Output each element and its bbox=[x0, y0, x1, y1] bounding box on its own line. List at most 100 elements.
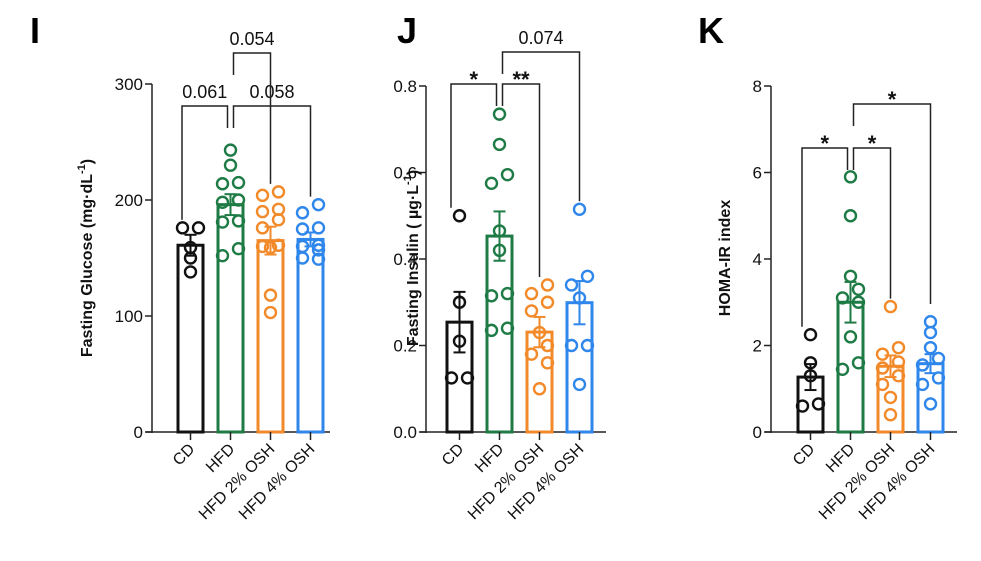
data-point bbox=[311, 197, 326, 212]
data-point bbox=[532, 382, 547, 396]
data-point bbox=[492, 107, 507, 121]
significance-label: * bbox=[868, 131, 877, 156]
data-point bbox=[500, 321, 515, 335]
significance-label: * bbox=[469, 67, 478, 92]
data-point bbox=[271, 213, 286, 227]
data-point bbox=[263, 240, 278, 255]
data-point bbox=[843, 170, 858, 184]
y-axis-label: Fasting Insulin ( µg·L-1) bbox=[402, 170, 422, 346]
data-point bbox=[875, 347, 890, 361]
y-tick-label: 0.0 bbox=[393, 423, 417, 442]
data-point bbox=[231, 175, 246, 190]
x-tick-label: CD bbox=[170, 441, 198, 469]
data-point bbox=[271, 185, 286, 199]
data-point bbox=[923, 340, 938, 355]
x-tick-label: HFD bbox=[823, 441, 858, 476]
y-tick-label: 0.6 bbox=[393, 164, 417, 183]
data-point bbox=[215, 248, 230, 263]
data-point bbox=[231, 193, 246, 207]
data-point bbox=[795, 399, 810, 413]
bar-hfd-4-osh bbox=[296, 237, 325, 434]
y-axis-label: HOMA-IR index bbox=[717, 200, 734, 317]
chart-fasting-glucose: 0 100 200 300 Fasting Glucose (mg·dL-1) CD HFD… bbox=[76, 29, 337, 523]
data-point bbox=[564, 278, 579, 292]
data-point bbox=[500, 286, 515, 301]
data-point bbox=[223, 158, 238, 172]
data-point bbox=[931, 371, 946, 385]
y-tick-label: 4 bbox=[753, 250, 762, 269]
significance-label: 0.054 bbox=[229, 29, 274, 49]
significance-label: * bbox=[820, 131, 829, 156]
data-point bbox=[231, 214, 246, 228]
data-point bbox=[255, 204, 270, 219]
data-point bbox=[223, 143, 238, 157]
y-tick-label: 0.2 bbox=[393, 337, 417, 356]
y-tick-label: 6 bbox=[753, 164, 762, 183]
panel-letter: K bbox=[698, 10, 724, 51]
data-point bbox=[883, 299, 898, 314]
y-tick-label: 200 bbox=[115, 191, 143, 210]
data-point bbox=[564, 338, 579, 353]
data-point bbox=[295, 206, 310, 220]
data-point bbox=[931, 351, 946, 366]
significance-bracket bbox=[181, 105, 229, 220]
data-point bbox=[295, 239, 310, 254]
panel-I: I 0 100 200 300 Fasting Glucose (mg·dL-1) CD H… bbox=[0, 0, 337, 556]
significance-bracket bbox=[232, 52, 272, 184]
data-point bbox=[572, 202, 587, 216]
data-point bbox=[883, 390, 898, 405]
bar-hfd-2-osh bbox=[256, 239, 285, 434]
significance-label: 0.058 bbox=[249, 82, 294, 102]
data-point bbox=[923, 325, 938, 340]
data-point bbox=[843, 209, 858, 223]
data-point bbox=[835, 362, 850, 376]
data-point bbox=[295, 222, 310, 236]
data-point bbox=[484, 176, 499, 191]
data-point bbox=[452, 295, 467, 309]
data-point bbox=[524, 286, 539, 301]
significance-bracket bbox=[501, 51, 581, 202]
data-point bbox=[492, 243, 507, 258]
data-point bbox=[891, 355, 906, 369]
data-point bbox=[540, 295, 555, 309]
significance-label: * bbox=[888, 87, 897, 112]
data-point bbox=[183, 265, 198, 279]
data-point bbox=[851, 282, 866, 296]
y-tick-label: 0.8 bbox=[393, 77, 417, 96]
significance-bracket bbox=[852, 147, 892, 299]
data-point bbox=[580, 269, 595, 283]
significance-bracket bbox=[801, 147, 849, 327]
data-point bbox=[915, 358, 930, 372]
data-point bbox=[572, 291, 587, 305]
data-point bbox=[191, 221, 206, 235]
y-tick-label: 0 bbox=[753, 423, 762, 442]
data-point bbox=[215, 195, 230, 210]
significance-bracket bbox=[232, 105, 312, 197]
data-point bbox=[540, 356, 555, 370]
significance-label: ** bbox=[512, 67, 530, 92]
x-tick-label: HFD bbox=[472, 441, 507, 476]
data-point bbox=[295, 251, 310, 265]
data-point bbox=[500, 167, 515, 182]
data-point bbox=[572, 377, 587, 392]
x-tick-label: HFD bbox=[203, 441, 238, 476]
data-point bbox=[891, 369, 906, 383]
data-point bbox=[803, 369, 818, 383]
data-point bbox=[175, 221, 190, 235]
data-point bbox=[580, 338, 595, 353]
data-point bbox=[444, 371, 459, 385]
data-point bbox=[255, 188, 270, 203]
data-point bbox=[843, 330, 858, 344]
significance-bracket bbox=[852, 103, 932, 304]
y-tick-label: 2 bbox=[753, 337, 762, 356]
data-point bbox=[532, 325, 547, 340]
significance-label: 0.074 bbox=[518, 28, 563, 48]
data-point bbox=[263, 288, 278, 302]
x-tick-label: CD bbox=[790, 441, 818, 469]
data-point bbox=[231, 242, 246, 256]
data-point bbox=[255, 239, 270, 254]
data-point bbox=[923, 315, 938, 329]
y-tick-label: 8 bbox=[753, 77, 762, 96]
data-point bbox=[263, 305, 278, 320]
